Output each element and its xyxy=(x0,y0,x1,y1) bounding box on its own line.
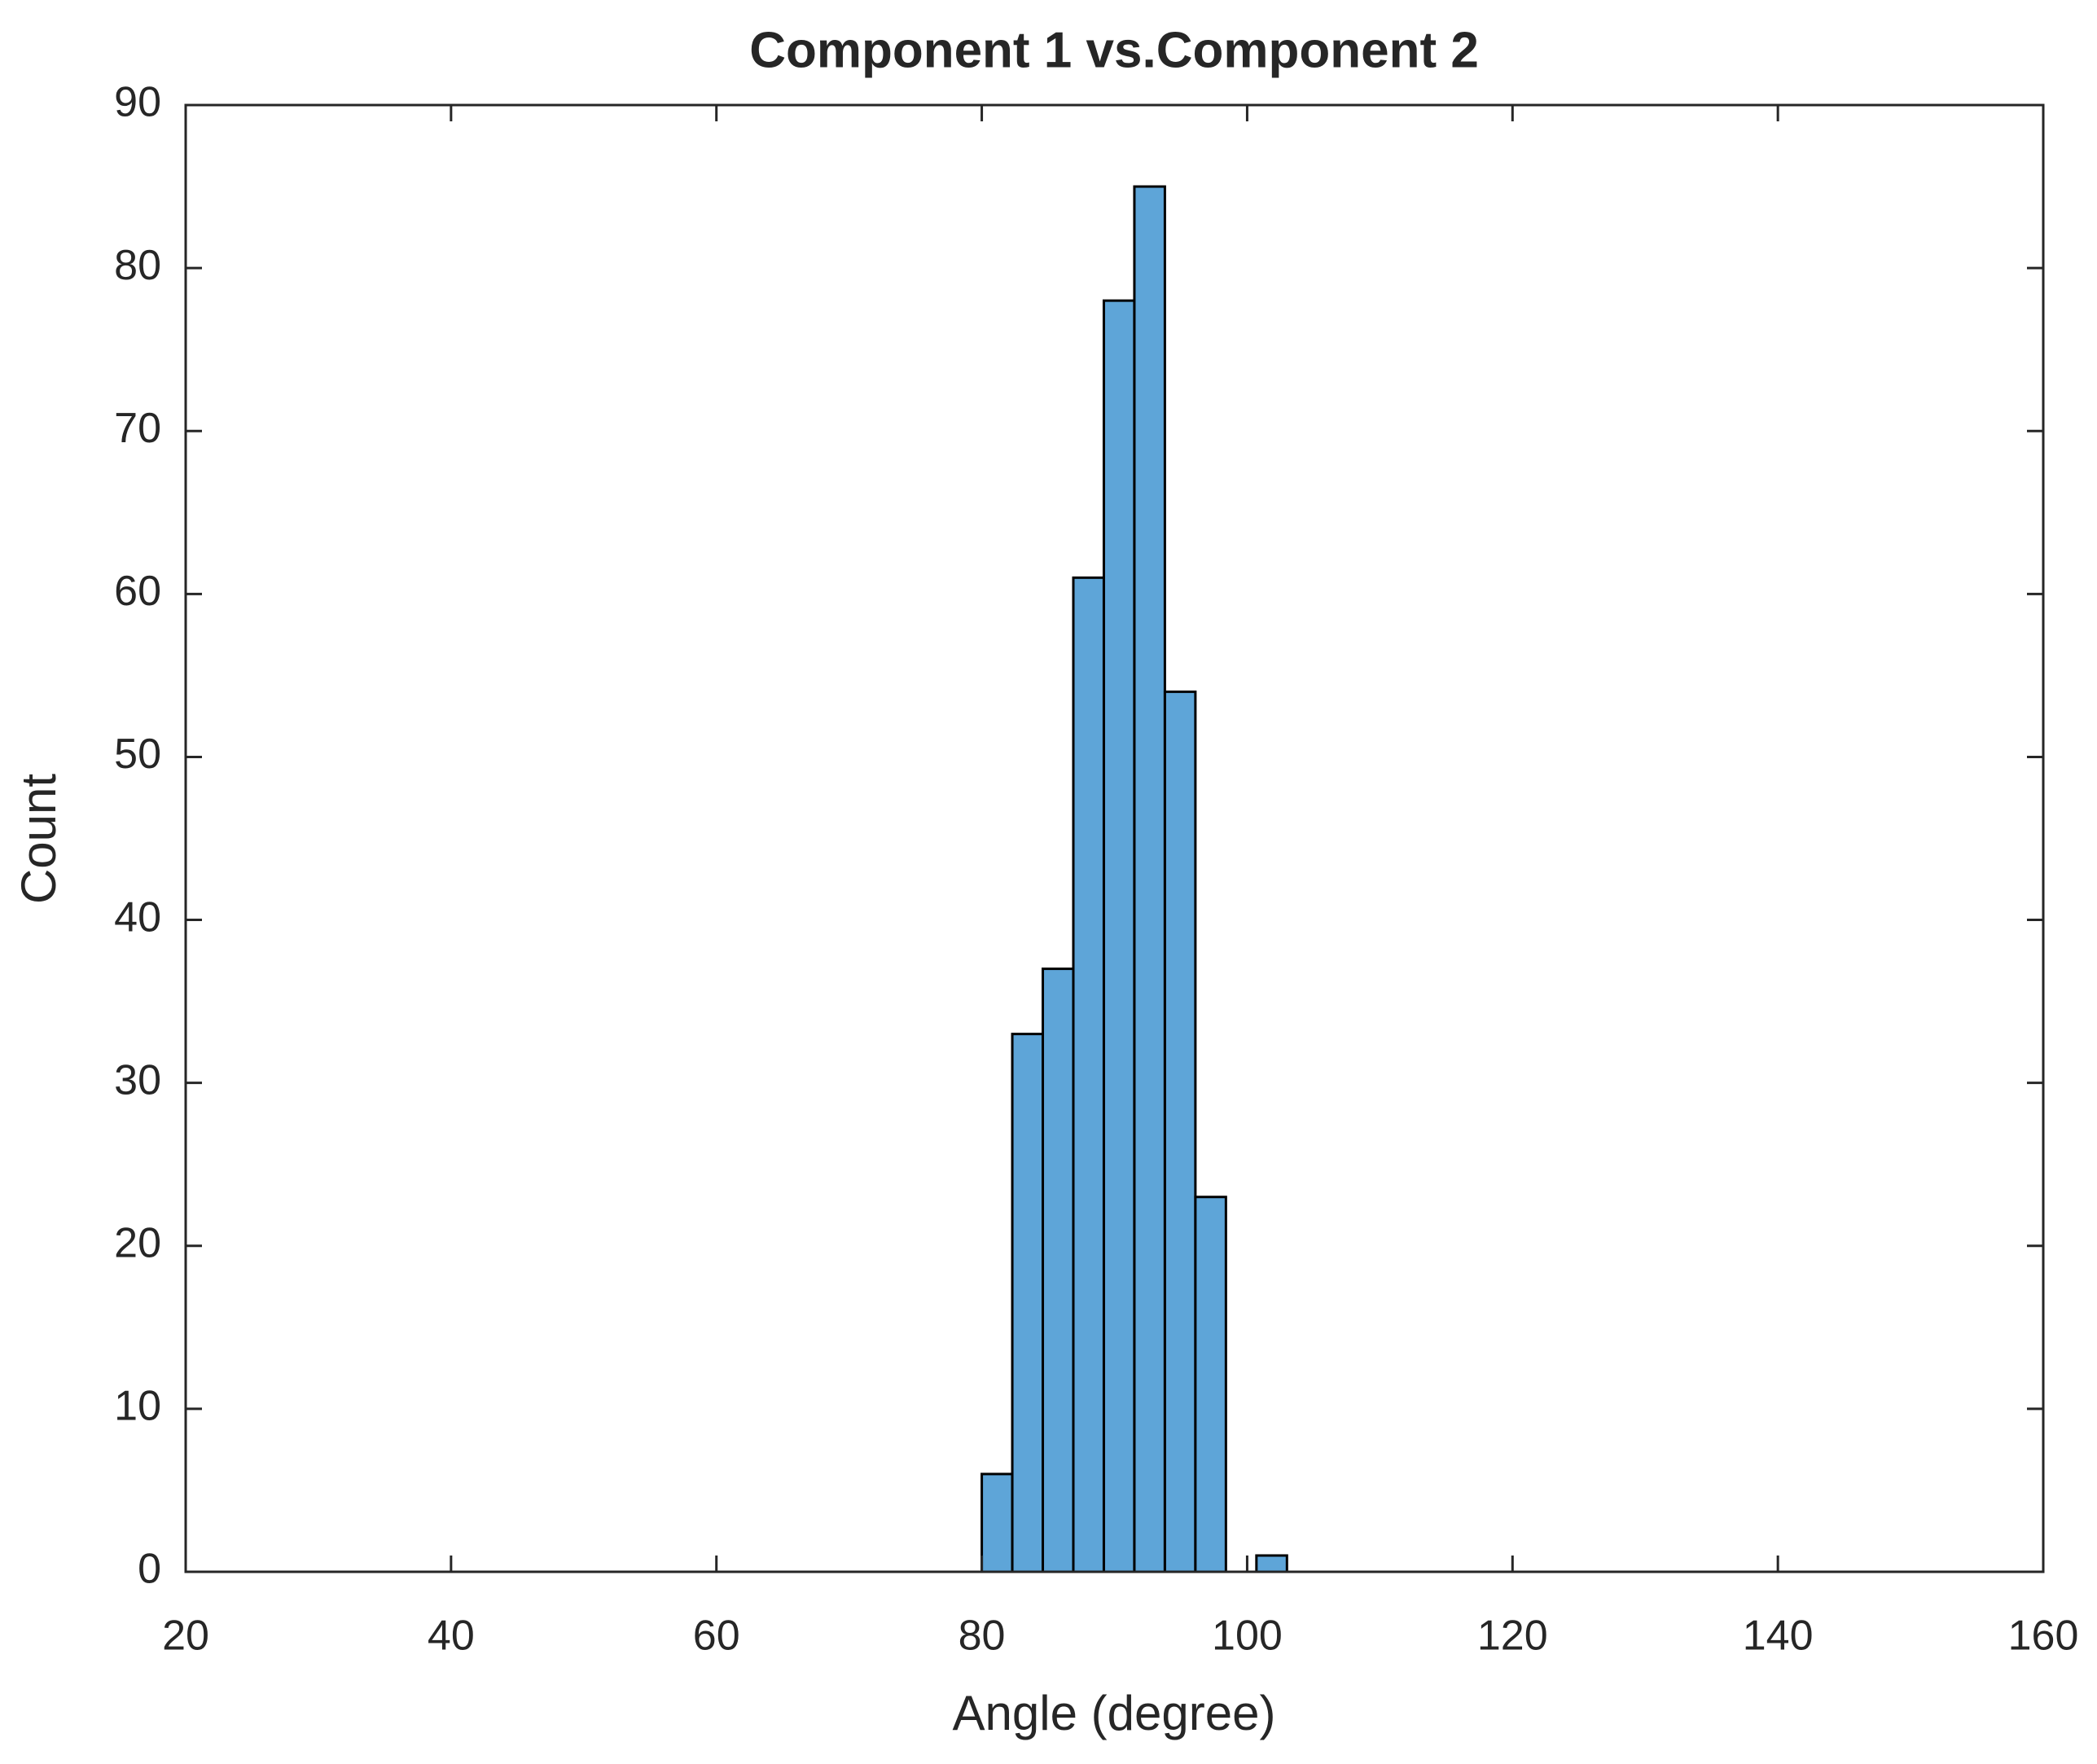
x-tick-label: 60 xyxy=(693,1613,740,1660)
bar xyxy=(1011,1033,1045,1573)
bar xyxy=(1072,576,1105,1573)
x-tick-label: 20 xyxy=(162,1613,209,1660)
bar xyxy=(981,1472,1014,1573)
y-axis-label: Count xyxy=(11,774,66,904)
y-tick-label: 60 xyxy=(114,568,161,615)
y-tick-label: 90 xyxy=(114,79,161,126)
x-tick-label: 80 xyxy=(959,1613,1006,1660)
y-tick-label: 10 xyxy=(114,1383,161,1430)
bar xyxy=(1163,690,1197,1573)
x-tick-label: 40 xyxy=(428,1613,475,1660)
y-tick-label: 20 xyxy=(114,1220,161,1267)
bar xyxy=(1194,1196,1227,1573)
y-tick-label: 0 xyxy=(138,1546,161,1593)
bar xyxy=(1133,185,1166,1573)
y-tick-label: 50 xyxy=(114,731,161,778)
y-tick-label: 70 xyxy=(114,405,161,452)
bar xyxy=(1102,299,1136,1573)
x-tick-label: 140 xyxy=(1743,1613,1814,1660)
y-tick-label: 30 xyxy=(114,1056,161,1104)
chart-title: Component 1 vs.Component 2 xyxy=(749,22,1479,78)
x-axis-label: Angle (degree) xyxy=(953,1686,1276,1740)
x-tick-label: 160 xyxy=(2008,1613,2079,1660)
x-tick-label: 100 xyxy=(1212,1613,1283,1660)
plot-frame xyxy=(184,103,2045,1573)
y-tick-label: 40 xyxy=(114,893,161,941)
x-tick-label: 120 xyxy=(1477,1613,1548,1660)
bar xyxy=(1042,968,1075,1573)
y-tick-label: 80 xyxy=(114,242,161,289)
bar xyxy=(1255,1554,1288,1573)
